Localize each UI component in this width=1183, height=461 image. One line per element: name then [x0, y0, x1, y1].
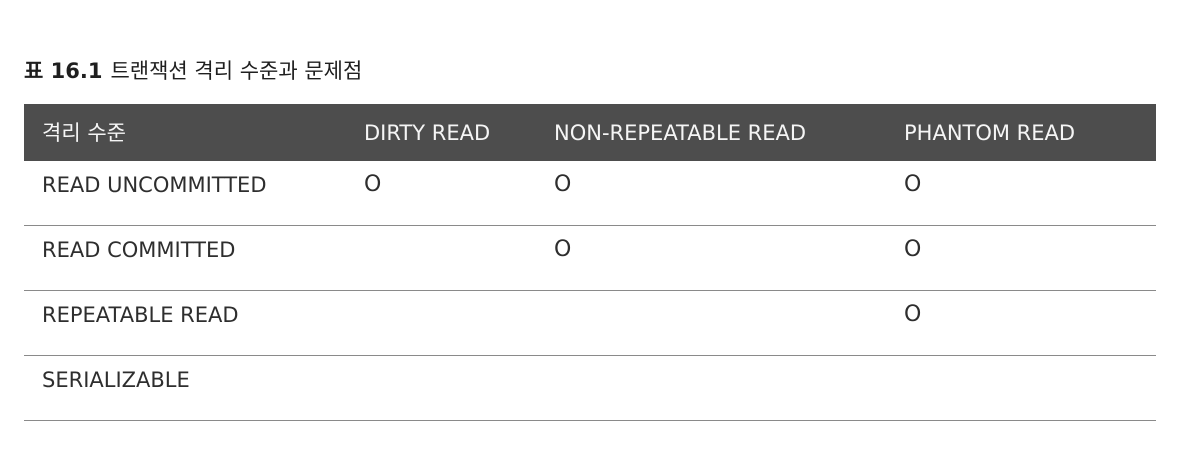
table-row: REPEATABLE READ O [24, 291, 1156, 356]
header-isolation-level: 격리 수준 [42, 121, 126, 145]
table-header-row: 격리 수준 DIRTY READ NON-REPEATABLE READ PHA… [24, 104, 1156, 161]
non-repeatable-read-mark: O [554, 172, 572, 197]
row-isolation-level: REPEATABLE READ [42, 303, 239, 327]
phantom-read-mark: O [904, 237, 922, 262]
row-isolation-level: READ COMMITTED [42, 238, 236, 262]
table-caption: 표 16.1 트랜잭션 격리 수준과 문제점 [24, 56, 362, 86]
caption-label: 표 16.1 [24, 59, 103, 83]
phantom-read-mark: O [904, 302, 922, 327]
table-row: SERIALIZABLE [24, 356, 1156, 421]
isolation-level-table: 격리 수준 DIRTY READ NON-REPEATABLE READ PHA… [24, 104, 1156, 421]
table-row: READ UNCOMMITTED O O O [24, 161, 1156, 226]
table-row: READ COMMITTED O O [24, 226, 1156, 291]
header-phantom-read: PHANTOM READ [904, 121, 1076, 145]
phantom-read-mark: O [904, 172, 922, 197]
row-isolation-level: SERIALIZABLE [42, 368, 190, 392]
header-dirty-read: DIRTY READ [364, 121, 491, 145]
header-non-repeatable-read: NON-REPEATABLE READ [554, 121, 807, 145]
dirty-read-mark: O [364, 172, 382, 197]
caption-text: 트랜잭션 격리 수준과 문제점 [110, 59, 363, 83]
row-isolation-level: READ UNCOMMITTED [42, 173, 267, 197]
non-repeatable-read-mark: O [554, 237, 572, 262]
